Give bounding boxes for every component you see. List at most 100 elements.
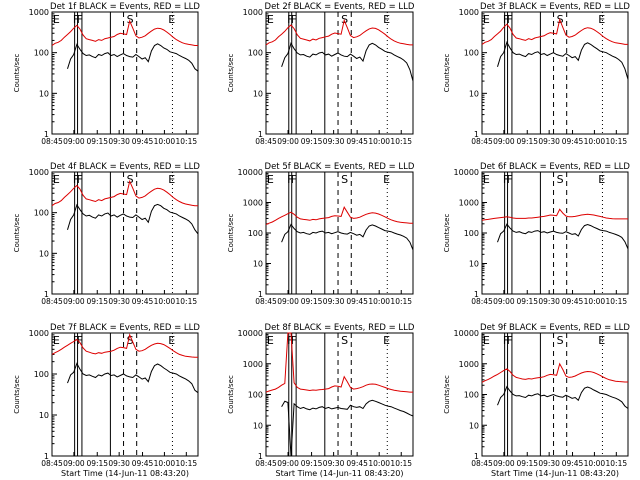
x-tick-label: 10:00 bbox=[368, 459, 390, 468]
x-tick-label: 10:15 bbox=[176, 459, 198, 468]
y-tick-label: 100 bbox=[248, 391, 263, 400]
y-tick-label: 100 bbox=[248, 229, 263, 238]
y-tick-label: 10000 bbox=[238, 329, 263, 338]
chart-panel: Det 3f BLACK = Events, RED = LLD Counts/s… bbox=[443, 2, 630, 146]
x-tick-label: 09:15 bbox=[301, 137, 323, 146]
x-tick-label: 10:15 bbox=[606, 137, 628, 146]
event-marker-label: F bbox=[503, 334, 509, 347]
event-marker-label: S bbox=[341, 173, 348, 186]
y-tick-label: 10000 bbox=[454, 329, 479, 338]
event-marker-label: F bbox=[77, 173, 83, 186]
x-tick-label: 09:15 bbox=[301, 459, 323, 468]
x-axis-label: Start Time (14-Jun-11 08:43:20) bbox=[276, 469, 404, 478]
x-tick-label: 10:15 bbox=[390, 137, 412, 146]
chart-title: Det 3f BLACK = Events, RED = LLD bbox=[480, 2, 630, 12]
x-tick-label: 09:45 bbox=[132, 137, 154, 146]
event-marker-label: F bbox=[503, 173, 509, 186]
event-marker-label: E bbox=[483, 13, 490, 26]
chart-panel: Det 4f BLACK = Events, RED = LLD Counts/s… bbox=[13, 162, 200, 306]
chart-panel: Det 1f BLACK = Events, RED = LLD Counts/s… bbox=[13, 2, 200, 146]
y-tick-label: 1000 bbox=[29, 329, 49, 338]
x-tick-label: 09:45 bbox=[346, 297, 368, 306]
x-tick-label: 08:45 bbox=[41, 137, 63, 146]
x-tick-label: 09:00 bbox=[277, 297, 299, 306]
series-lld-line bbox=[265, 206, 413, 225]
x-tick-label: 09:00 bbox=[63, 297, 85, 306]
plot-frame bbox=[265, 171, 414, 295]
plot-frame bbox=[265, 332, 414, 457]
x-tick-label: 09:30 bbox=[323, 137, 345, 146]
series-events-line bbox=[281, 42, 414, 82]
event-marker-label: E bbox=[267, 173, 274, 186]
x-tick-label: 08:45 bbox=[41, 459, 63, 468]
chart-title: Det 6f BLACK = Events, RED = LLD bbox=[480, 162, 630, 172]
series-events-line bbox=[281, 399, 414, 457]
x-tick-label: 08:45 bbox=[471, 137, 493, 146]
x-tick-label: 09:30 bbox=[323, 297, 345, 306]
x-tick-label: 09:45 bbox=[132, 297, 154, 306]
series-lld-line bbox=[481, 362, 628, 383]
y-tick-label: 1 bbox=[258, 290, 263, 299]
x-tick-label: 09:45 bbox=[562, 297, 584, 306]
x-tick-label: 09:30 bbox=[108, 459, 130, 468]
y-tick-label: 1000 bbox=[243, 360, 263, 369]
y-axis-label: Counts/sec bbox=[443, 214, 451, 253]
chart-title: Det 5f BLACK = Events, RED = LLD bbox=[265, 162, 415, 172]
x-tick-label: 10:15 bbox=[390, 297, 412, 306]
series-lld-line bbox=[51, 179, 198, 207]
x-tick-label: 08:45 bbox=[255, 297, 277, 306]
x-tick-label: 10:00 bbox=[584, 297, 606, 306]
x-tick-label: 08:45 bbox=[255, 459, 277, 468]
y-tick-label: 10 bbox=[39, 249, 49, 258]
x-tick-label: 09:30 bbox=[323, 459, 345, 468]
x-tick-label: 08:45 bbox=[41, 297, 63, 306]
x-tick-label: 09:15 bbox=[516, 459, 538, 468]
y-axis-label: Counts/sec bbox=[13, 375, 21, 414]
event-marker-label: S bbox=[127, 334, 134, 347]
y-tick-label: 1 bbox=[44, 452, 49, 461]
x-tick-label: 09:00 bbox=[493, 297, 515, 306]
x-tick-label: 10:00 bbox=[368, 137, 390, 146]
x-tick-label: 10:15 bbox=[176, 297, 198, 306]
event-marker-label: F bbox=[291, 173, 297, 186]
x-tick-label: 09:45 bbox=[562, 137, 584, 146]
plot-frame bbox=[481, 171, 629, 295]
y-tick-label: 1000 bbox=[243, 8, 263, 17]
chart-title: Det 7f BLACK = Events, RED = LLD bbox=[50, 323, 200, 333]
plot-frame bbox=[265, 11, 414, 135]
x-tick-label: 10:15 bbox=[606, 459, 628, 468]
event-marker-label: F bbox=[291, 334, 297, 347]
event-marker-label: F bbox=[507, 13, 513, 26]
y-axis-label: Counts/sec bbox=[13, 54, 21, 93]
y-tick-label: 1 bbox=[258, 452, 263, 461]
y-tick-label: 100 bbox=[248, 49, 263, 58]
x-tick-label: 10:15 bbox=[606, 297, 628, 306]
y-tick-label: 100 bbox=[464, 229, 479, 238]
y-tick-label: 1 bbox=[44, 130, 49, 139]
series-events-line bbox=[67, 43, 199, 72]
chart-title: Det 1f BLACK = Events, RED = LLD bbox=[50, 2, 200, 12]
chart-title: Det 9f BLACK = Events, RED = LLD bbox=[480, 323, 630, 333]
event-marker-label: E bbox=[53, 173, 60, 186]
x-axis-label: Start Time (14-Jun-11 08:43:20) bbox=[61, 469, 189, 478]
y-tick-label: 100 bbox=[464, 391, 479, 400]
y-tick-label: 1000 bbox=[459, 199, 479, 208]
y-tick-label: 10 bbox=[469, 421, 479, 430]
series-lld-line bbox=[481, 208, 628, 221]
chart-panel: Det 6f BLACK = Events, RED = LLD Counts/s… bbox=[443, 162, 630, 306]
y-tick-label: 1000 bbox=[459, 8, 479, 17]
series-lld-line bbox=[265, 332, 413, 393]
plot-frame bbox=[51, 332, 199, 457]
event-marker-label: S bbox=[127, 173, 134, 186]
event-marker-label: E bbox=[383, 334, 390, 347]
chart-title: Det 2f BLACK = Events, RED = LLD bbox=[265, 2, 415, 12]
series-lld-line bbox=[51, 19, 198, 46]
y-tick-label: 1 bbox=[258, 130, 263, 139]
x-tick-label: 09:15 bbox=[86, 459, 108, 468]
event-marker-label: E bbox=[53, 334, 60, 347]
x-tick-label: 09:00 bbox=[277, 459, 299, 468]
y-tick-label: 10 bbox=[39, 89, 49, 98]
y-axis-label: Counts/sec bbox=[443, 54, 451, 93]
y-tick-label: 10 bbox=[253, 89, 263, 98]
x-tick-label: 09:00 bbox=[493, 137, 515, 146]
